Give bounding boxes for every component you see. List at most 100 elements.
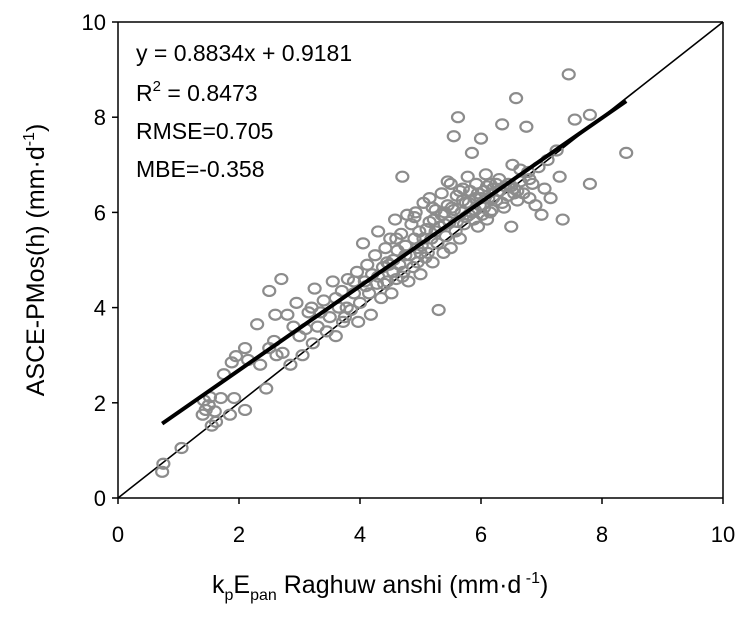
y-tick-label: 8 bbox=[94, 105, 106, 130]
data-point bbox=[495, 196, 510, 209]
data-point bbox=[305, 337, 320, 350]
data-point bbox=[295, 349, 310, 362]
data-point bbox=[395, 170, 410, 183]
data-point bbox=[431, 303, 446, 317]
data-point bbox=[443, 242, 458, 255]
x-axis-label: kpEpan Raghuw anshi (mm·d -1) bbox=[212, 570, 548, 604]
data-point bbox=[389, 232, 404, 245]
data-point bbox=[250, 318, 265, 331]
data-point bbox=[408, 206, 423, 219]
r-squared-value: = 0.8473 bbox=[161, 80, 258, 106]
x-axis-label-pan: pan bbox=[250, 587, 277, 604]
data-point bbox=[316, 294, 331, 307]
data-point bbox=[543, 192, 558, 205]
data-point bbox=[567, 113, 582, 126]
data-point bbox=[274, 272, 289, 286]
data-point bbox=[413, 268, 428, 281]
data-point bbox=[407, 211, 422, 224]
data-point bbox=[455, 182, 470, 195]
data-point bbox=[360, 258, 375, 271]
data-point bbox=[237, 403, 253, 417]
data-point bbox=[322, 311, 337, 324]
data-point bbox=[489, 177, 504, 190]
data-point bbox=[446, 130, 461, 143]
y-axis-label-exponent: -1 bbox=[21, 132, 38, 146]
y-tick-label: 2 bbox=[94, 391, 106, 416]
x-axis-label-E: E bbox=[233, 571, 250, 599]
x-axis-label-exponent: -1 bbox=[521, 570, 540, 587]
data-point bbox=[283, 358, 298, 371]
data-point bbox=[510, 184, 525, 198]
data-point bbox=[368, 249, 383, 262]
data-point bbox=[555, 213, 570, 226]
data-point bbox=[492, 184, 507, 198]
x-tick-label: 2 bbox=[233, 522, 245, 547]
data-point bbox=[470, 220, 486, 233]
r-squared-prefix: R bbox=[136, 80, 153, 106]
data-point bbox=[507, 187, 522, 200]
data-point bbox=[508, 92, 524, 105]
data-point bbox=[371, 225, 386, 238]
y-tick-label: 6 bbox=[94, 200, 106, 225]
data-point bbox=[222, 408, 238, 421]
data-point bbox=[259, 382, 274, 395]
x-tick-label: 4 bbox=[354, 522, 366, 547]
y-tick-label: 0 bbox=[94, 486, 106, 511]
data-point bbox=[473, 132, 489, 145]
data-point bbox=[582, 108, 598, 121]
x-axis-label-close: ) bbox=[540, 571, 548, 599]
data-point bbox=[452, 232, 467, 245]
data-point bbox=[549, 144, 564, 157]
data-point bbox=[504, 220, 519, 233]
regression-equation: y = 0.8834x + 0.9181 bbox=[136, 40, 352, 66]
data-point bbox=[479, 180, 495, 193]
data-point bbox=[479, 213, 495, 226]
data-point bbox=[156, 457, 171, 470]
data-point bbox=[237, 341, 253, 355]
r-squared: R2 = 0.8473 bbox=[136, 78, 258, 106]
data-point bbox=[430, 237, 445, 250]
data-point bbox=[443, 177, 458, 190]
x-axis-label-k: k bbox=[212, 571, 225, 599]
data-point bbox=[619, 146, 634, 159]
data-point bbox=[398, 249, 413, 262]
data-point bbox=[227, 391, 242, 405]
data-point bbox=[352, 296, 368, 309]
y-tick-label: 4 bbox=[94, 296, 106, 321]
data-point bbox=[519, 120, 534, 133]
data-point bbox=[351, 315, 366, 328]
tick-labels: 0 2 4 6 8 10 0 2 4 6 8 10 bbox=[82, 10, 736, 547]
data-point bbox=[383, 232, 398, 245]
data-point bbox=[253, 358, 268, 371]
data-point bbox=[208, 415, 224, 428]
data-point bbox=[464, 146, 480, 159]
x-axis-label-rest: Raghuw anshi (mm·d bbox=[277, 571, 522, 599]
data-point bbox=[582, 177, 598, 190]
data-point bbox=[377, 277, 392, 290]
regression-line bbox=[161, 99, 628, 426]
data-point bbox=[413, 246, 428, 259]
data-point bbox=[337, 311, 352, 324]
data-point bbox=[482, 206, 498, 219]
data-point bbox=[534, 208, 549, 221]
data-point bbox=[355, 237, 371, 250]
data-point bbox=[495, 118, 510, 131]
data-point bbox=[552, 170, 567, 183]
data-point bbox=[425, 256, 440, 269]
data-point bbox=[446, 203, 461, 217]
data-point bbox=[425, 201, 440, 214]
x-tick-label: 10 bbox=[711, 522, 735, 547]
data-point bbox=[404, 218, 419, 231]
regression-line-layer bbox=[161, 99, 628, 426]
y-axis-label-close: ) bbox=[22, 124, 50, 132]
y-axis-label: ASCE-PMos(h) (mm·d-1) bbox=[21, 124, 50, 397]
data-point bbox=[460, 170, 475, 183]
data-point bbox=[275, 346, 290, 359]
x-tick-label: 8 bbox=[596, 522, 608, 547]
data-point bbox=[280, 308, 295, 321]
rmse-text: RMSE=0.705 bbox=[136, 118, 273, 144]
data-point bbox=[307, 282, 322, 295]
data-point bbox=[174, 441, 189, 455]
data-point bbox=[422, 215, 437, 229]
